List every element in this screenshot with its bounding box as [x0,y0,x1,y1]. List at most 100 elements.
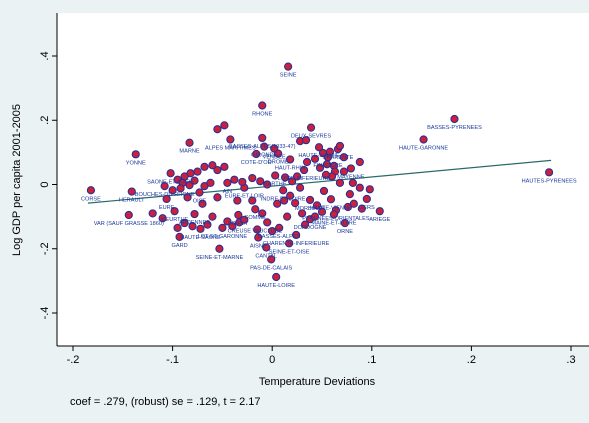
data-point [185,181,194,190]
data-point [206,178,215,187]
point-label: BOUCHES-DU-RHONE [135,192,195,198]
data-point [544,168,554,177]
data-point [233,196,242,205]
point-label: DORDOGNE [294,225,327,231]
data-point [357,204,366,213]
point-label: ORNE [337,229,353,235]
data-point [124,210,133,220]
data-point [346,164,355,173]
x-tick-label: -.2 [67,354,80,366]
x-tick-label: -.1 [166,354,179,366]
point-label: MARNE [179,149,199,155]
data-point [300,220,310,229]
data-point [275,223,284,232]
data-point [299,165,309,175]
data-point [230,175,239,184]
axes: -.2 -.1 0 .1 .2 .3 -.4 -.2 0 .2 .4 [39,13,589,366]
data-point [180,218,189,228]
data-point [362,194,371,204]
data-point [252,149,261,159]
data-point [326,195,336,204]
point-label: SOMME [245,215,266,221]
data-point [162,194,171,204]
y-tick-label: .2 [39,116,51,125]
point-label: GERS [359,205,375,211]
data-point [183,193,192,202]
point-labels-group: SEINE RHONE BASSES-PYRENEES DEUX-SEVRES ALPE… [81,73,577,289]
point-label: HAUTE-VIENNE [310,205,352,211]
point-label: ALPES MARITIMES [205,146,256,152]
data-point [188,222,197,231]
point-label: SAONE-ET-LOIRE [147,179,194,185]
data-point [286,155,295,164]
data-point [198,199,207,208]
point-label: VENDEE [263,155,286,161]
point-label: MORBIHAN [295,206,325,212]
points-group [86,62,554,282]
data-point [260,142,269,151]
data-point [339,167,349,176]
point-label: ARDENNES [179,220,210,226]
data-point [258,209,267,218]
data-point [329,210,339,219]
data-point [148,209,157,218]
x-tick-label: 0 [269,354,275,366]
data-point [286,191,295,200]
data-point [263,218,272,227]
data-point [253,225,262,234]
point-label: GIRONDE [251,153,277,159]
data-point [220,121,229,130]
data-point [321,170,331,179]
point-label: MAYENNE [337,174,365,180]
data-point [284,62,293,71]
data-point [295,183,305,192]
data-point [293,172,302,181]
point-label: MEURTHE [161,217,189,223]
y-tick-label: -.4 [39,307,51,320]
data-point [254,233,263,242]
point-label: SEINE-ET-OISE [269,249,310,255]
data-point [375,207,384,216]
point-label: AIN [223,189,232,195]
data-point [272,272,281,282]
point-label: HAUTE-SAVOIE [298,153,340,159]
point-label: LOT-ET-GARONNE [198,234,248,240]
data-point [343,202,352,212]
point-label: COTE-D'OR [241,160,272,166]
data-point [195,188,204,197]
point-label: SARTHE [264,182,287,188]
data-point [170,207,179,216]
data-point [160,182,169,191]
data-point [450,114,459,124]
data-point [200,162,209,171]
point-label: LOIRE-INFERIEURE [278,176,331,182]
regression-note: coef = .279, (robust) se = .129, t = 2.1… [70,396,261,408]
data-point [168,186,177,195]
data-point [310,154,320,163]
data-point [203,220,212,229]
point-label: VAUCLUSE [252,228,282,234]
point-label: PYRENEES-ORIENTALES [302,216,370,222]
data-point [301,136,311,145]
data-point [317,207,327,216]
point-label: HAUTE-GARONNE [399,146,448,152]
point-label: HAUTES-PYRENEES [522,178,577,184]
data-point [251,205,260,214]
data-point [223,178,232,187]
data-point [325,147,335,156]
point-label: YONNE [126,160,146,166]
point-label: CANTAL [255,253,277,259]
data-point [267,255,276,264]
data-point [335,141,345,151]
point-label: LOIRET [228,221,249,227]
point-label: BASSES-ALPES [258,234,301,240]
y-tick-label: 0 [39,181,51,187]
point-label: OISE [193,199,207,205]
data-point [248,196,257,205]
data-point [213,165,222,175]
point-label: EURE-ET-LOIR [225,194,264,200]
data-point [283,212,292,221]
data-point [292,230,301,240]
data-point [213,125,222,134]
